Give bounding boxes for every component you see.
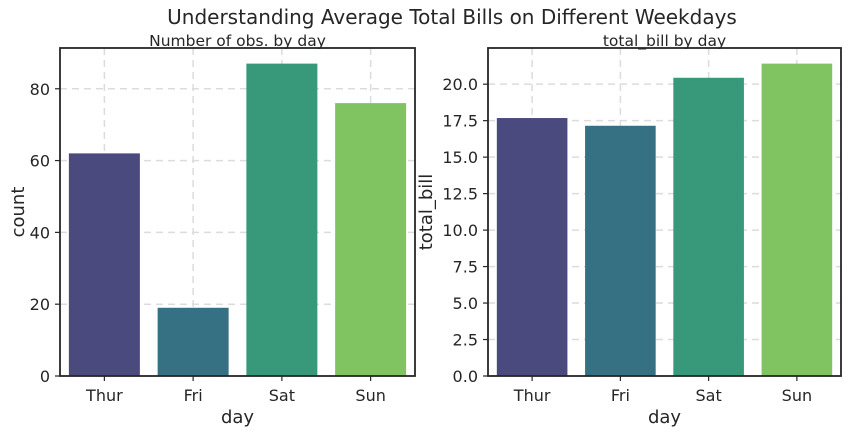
count-chart: 0 20 40 60 80 Thur Fri Sat Sun Number of obs. by …: [8, 32, 416, 428]
count-ytick-label-4: 80: [30, 80, 50, 99]
total-bill-xaxis-label: day: [648, 407, 681, 428]
count-xtick-label-fri: Fri: [184, 386, 203, 405]
count-xtick-label-thur: Thur: [85, 386, 123, 405]
count-bar-fri: [157, 307, 229, 376]
total-bill-ytick-label-5: 12.5: [442, 185, 478, 204]
count-yaxis-label: count: [8, 187, 29, 238]
total-bill-ytick-label-8: 20.0: [442, 75, 478, 94]
total-bill-ytick-label-2: 5.0: [453, 294, 478, 313]
total-bill-chart: 0.0 2.5 5.0 7.5 10.0 12.5 15.0 17.5 20.0 Thur Fri S…: [416, 32, 842, 428]
total-bill-ytick-label-6: 15.0: [442, 148, 478, 167]
count-bar-sat: [246, 63, 318, 376]
count-ytick-label-0: 0: [40, 367, 50, 386]
total-bill-ytick-label-0: 0.0: [453, 367, 478, 386]
count-xaxis-label: day: [221, 407, 254, 428]
count-chart-title: Number of obs. by day: [149, 32, 326, 50]
total-bill-xtick-label-fri: Fri: [611, 386, 630, 405]
total-bill-ytick-label-4: 10.0: [442, 221, 478, 240]
count-ytick-label-2: 40: [30, 223, 50, 242]
total-bill-chart-title: total_bill by day: [603, 32, 726, 51]
total-bill-bar-fri: [585, 125, 656, 377]
total-bill-axes-frame: [487, 47, 842, 377]
figure-suptitle: Understanding Average Total Bills on Dif…: [167, 5, 737, 29]
total-bill-yaxis-label: total_bill: [416, 174, 437, 251]
total-bill-xtick-label-sat: Sat: [696, 386, 722, 405]
count-ytick-label-1: 20: [30, 295, 50, 314]
total-bill-xtick-label-thur: Thur: [513, 386, 551, 405]
total-bill-ytick-label-7: 17.5: [442, 112, 478, 131]
count-xtick-label-sun: Sun: [355, 386, 385, 405]
count-xtick-label-sat: Sat: [269, 386, 295, 405]
count-axes-frame: [59, 47, 416, 377]
count-ytick-label-3: 60: [30, 152, 50, 171]
total-bill-bar-sat: [673, 77, 744, 376]
total-bill-xtick-label-sun: Sun: [782, 386, 812, 405]
count-bar-thur: [68, 153, 140, 376]
count-bar-sun: [335, 103, 407, 377]
total-bill-bar-sun: [761, 63, 833, 377]
total-bill-ytick-label-1: 2.5: [453, 331, 478, 350]
total-bill-bar-thur: [496, 118, 568, 376]
total-bill-ytick-label-3: 7.5: [453, 258, 478, 277]
